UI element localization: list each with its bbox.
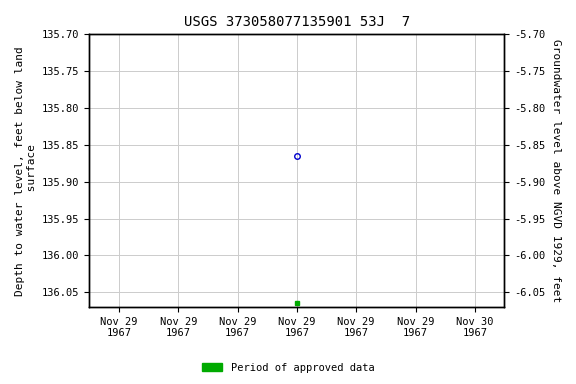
Legend: Period of approved data: Period of approved data (198, 359, 378, 377)
Title: USGS 373058077135901 53J  7: USGS 373058077135901 53J 7 (184, 15, 410, 29)
Y-axis label: Depth to water level, feet below land
 surface: Depth to water level, feet below land su… (15, 46, 37, 296)
Y-axis label: Groundwater level above NGVD 1929, feet: Groundwater level above NGVD 1929, feet (551, 39, 561, 302)
